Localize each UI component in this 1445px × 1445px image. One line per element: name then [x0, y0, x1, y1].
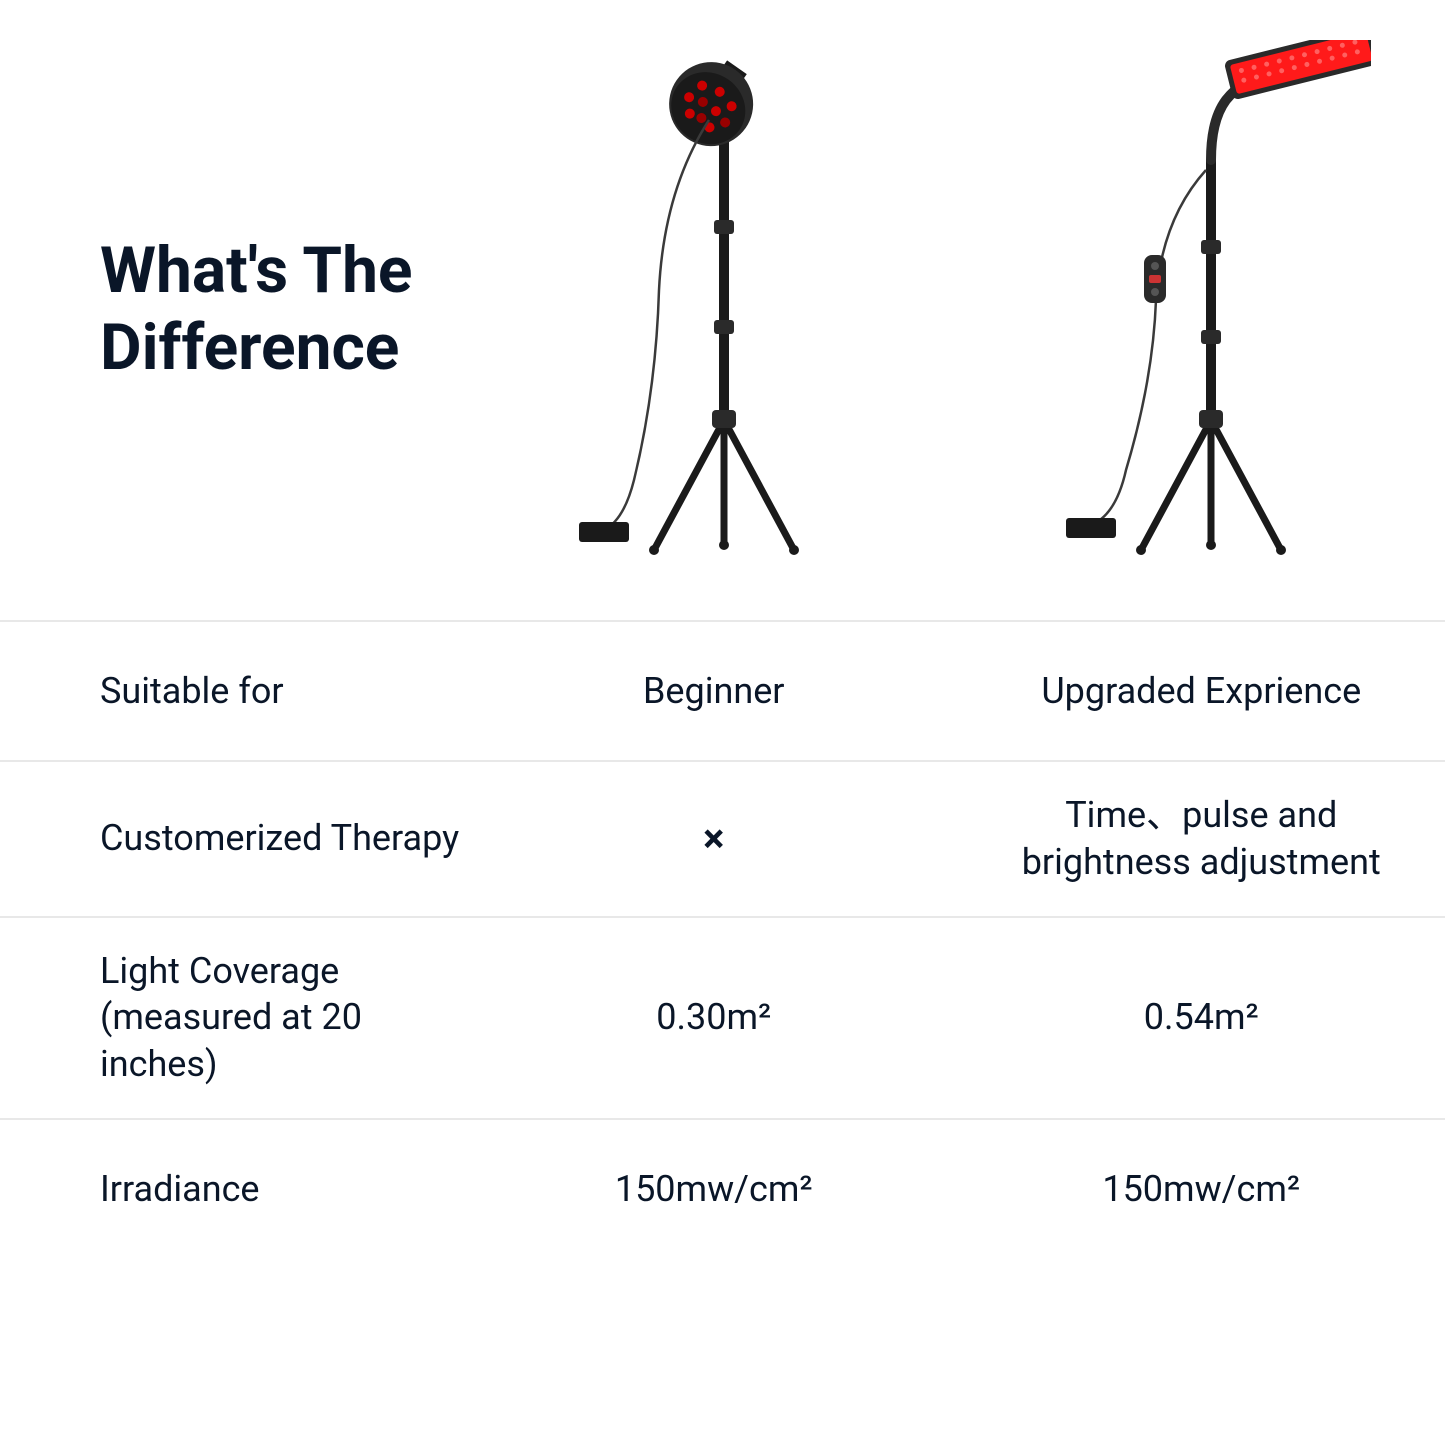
row-label: Light Coverage (measured at 20 inches) [0, 948, 470, 1088]
product-1-image [470, 0, 958, 620]
page-title: What's The Difference [100, 233, 470, 387]
table-row: Irradiance 150mw/cm² 150mw/cm² [0, 1118, 1445, 1258]
row-value-2: Upgraded Exprience [958, 668, 1445, 715]
row-value-2: 0.54m² [958, 994, 1445, 1041]
row-value-1: Beginner [470, 668, 958, 715]
panel-lamp-icon [1031, 40, 1371, 560]
row-value-2: Time、pulse and brightness adjustment [958, 792, 1445, 886]
row-value-2: 150mw/cm² [958, 1166, 1445, 1213]
row-value-1: × [470, 813, 958, 865]
comparison-infographic: What's The Difference [0, 0, 1445, 1445]
bulb-lamp-icon [564, 40, 864, 560]
row-value-1: 0.30m² [470, 994, 958, 1041]
table-row: Customerized Therapy × Time、pulse and br… [0, 760, 1445, 916]
row-value-1: 150mw/cm² [470, 1166, 958, 1213]
table-row: Light Coverage (measured at 20 inches) 0… [0, 916, 1445, 1118]
title-column: What's The Difference [100, 233, 470, 387]
row-label: Irradiance [0, 1166, 470, 1213]
product-2-image [958, 0, 1445, 620]
row-label: Suitable for [0, 668, 470, 715]
table-row: Suitable for Beginner Upgraded Exprience [0, 620, 1445, 760]
comparison-table: Suitable for Beginner Upgraded Exprience… [0, 620, 1445, 1258]
row-label: Customerized Therapy [0, 815, 470, 862]
header-row: What's The Difference [0, 0, 1445, 620]
